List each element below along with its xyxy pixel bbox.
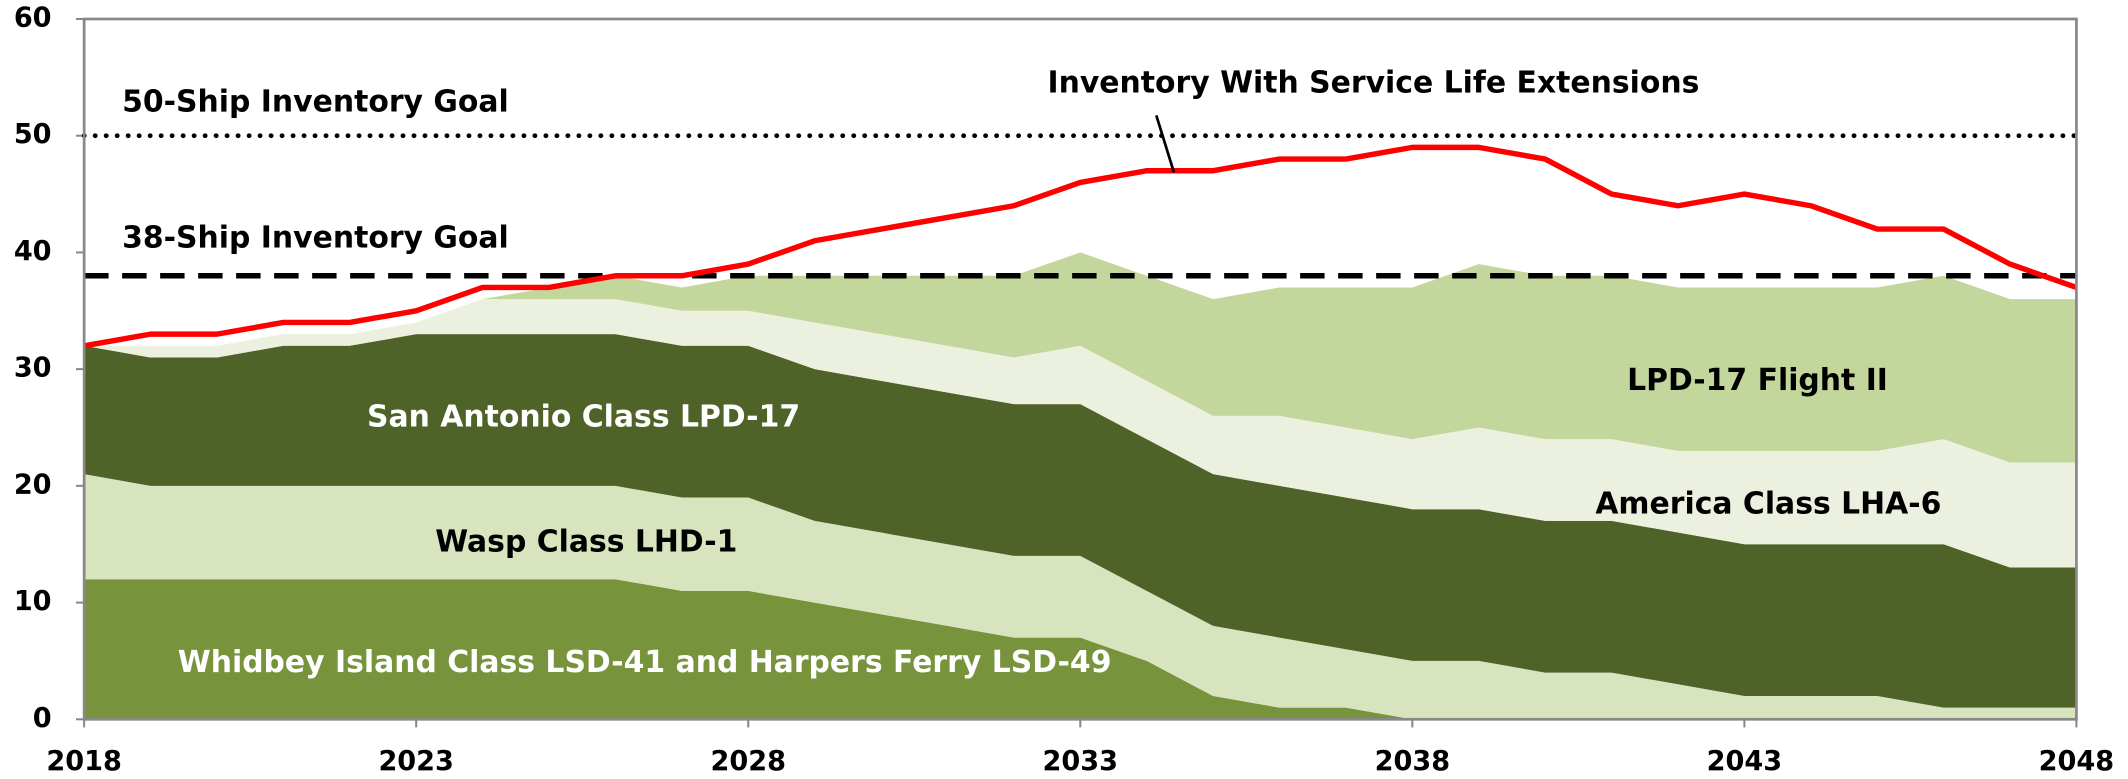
x-tick-label: 2048 [2039,746,2114,777]
series-label: San Antonio Class LPD-17 [367,399,800,434]
area [84,579,2077,720]
series-label: Whidbey Island Class LSD-41 and Harpers … [178,645,1112,680]
series-label: America Class LHA-6 [1595,486,1941,521]
y-tick-label: 40 [14,236,52,267]
area [84,334,2077,708]
x-tick-label: 2033 [1043,746,1119,777]
y-tick-label: 0 [33,703,52,734]
x-tick-label: 2038 [1375,746,1450,777]
leader [1154,114,1176,173]
y-tick-label: 30 [14,353,52,384]
x-tick-label: 2023 [378,746,454,777]
y-tick-label: 50 [14,119,52,150]
y-tick-label: 60 [14,3,52,34]
line [83,144,2078,349]
area [84,252,2077,463]
area [84,474,2077,720]
line-label: Inventory With Service Life Extensions [1047,66,1699,101]
series-label: Wasp Class LHD-1 [435,524,737,559]
x-tick-label: 2018 [46,746,122,777]
x-tick-label: 2043 [1707,746,1783,777]
goal-label: 50-Ship Inventory Goal [122,85,509,120]
y-tick-label: 20 [14,469,52,500]
series-label: LPD-17 Flight II [1627,363,1888,398]
plot-frame [82,17,2078,721]
area [84,299,2077,568]
x-tick-label: 2028 [710,746,786,777]
goal-label: 38-Ship Inventory Goal [122,220,509,255]
y-tick-label: 10 [14,586,52,617]
